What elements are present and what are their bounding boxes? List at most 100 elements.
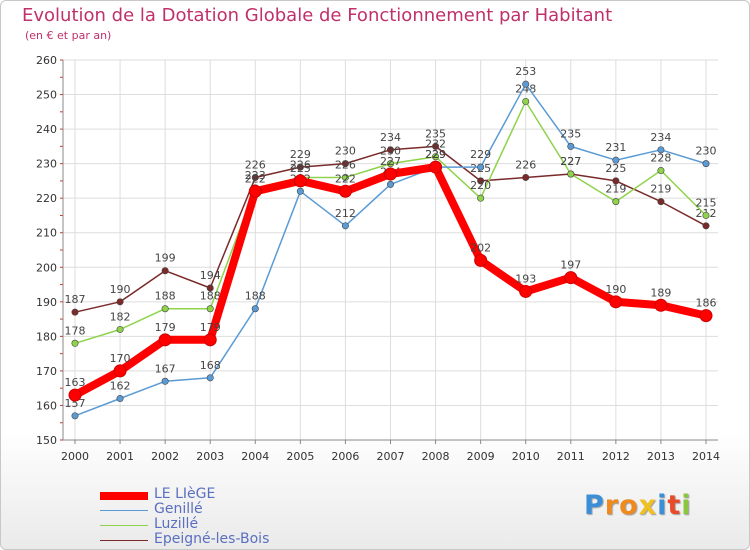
- logo-letter: i: [657, 490, 668, 521]
- legend-label-epeigne-les-bois: Epeigné-les-Bois: [154, 531, 270, 547]
- data-label-le-liege: 202: [470, 241, 491, 254]
- data-point-luzille: [612, 198, 620, 206]
- x-tick-label: 2013: [647, 450, 675, 463]
- data-point-epeigne-les-bois: [251, 173, 259, 181]
- data-label-epeigne-les-bois: 225: [605, 162, 626, 175]
- y-tick-label: 190: [36, 296, 57, 309]
- legend-label-luzille: Luzillé: [154, 516, 199, 532]
- data-point-genille: [657, 146, 665, 154]
- data-point-le-liege: [654, 298, 668, 312]
- logo-letter: r: [604, 490, 620, 521]
- data-point-le-liege: [113, 364, 127, 378]
- data-point-genille: [161, 377, 169, 385]
- x-tick-label: 2001: [106, 450, 134, 463]
- y-tick-label: 210: [36, 227, 57, 240]
- x-tick-label: 2010: [512, 450, 540, 463]
- data-label-le-liege: 190: [605, 283, 626, 296]
- data-point-epeigne-les-bois: [386, 146, 394, 154]
- y-tick-label: 150: [36, 434, 57, 447]
- data-point-genille: [296, 187, 304, 195]
- data-point-genille: [522, 80, 530, 88]
- data-point-le-liege: [384, 167, 397, 181]
- x-tick-label: 2011: [557, 450, 585, 463]
- data-label-luzille: 226: [335, 158, 356, 171]
- y-tick-label: 250: [36, 89, 57, 102]
- x-tick-label: 2004: [241, 450, 269, 463]
- data-label-genille: 212: [335, 207, 356, 220]
- data-point-luzille: [567, 170, 575, 178]
- y-tick-label: 180: [36, 330, 57, 343]
- y-tick-label: 240: [36, 123, 57, 136]
- data-point-le-liege: [609, 295, 623, 309]
- data-label-luzille: 188: [155, 290, 176, 303]
- logo-letter: P: [584, 490, 605, 521]
- data-point-le-liege: [564, 271, 578, 285]
- data-label-le-liege: 163: [65, 376, 86, 389]
- data-point-genille: [206, 374, 214, 382]
- data-point-luzille: [657, 167, 665, 175]
- data-label-luzille: 215: [696, 196, 717, 209]
- data-label-le-liege: 197: [560, 259, 581, 272]
- data-label-genille: 235: [560, 127, 581, 140]
- x-tick-label: 2005: [286, 450, 314, 463]
- data-point-genille: [702, 160, 710, 168]
- data-point-luzille: [206, 305, 214, 313]
- x-tick-label: 2006: [331, 450, 359, 463]
- data-label-epeigne-les-bois: 219: [650, 183, 671, 196]
- data-point-epeigne-les-bois: [341, 160, 349, 168]
- data-label-le-liege: 229: [425, 148, 446, 161]
- y-tick-label: 230: [36, 158, 57, 171]
- data-label-genille: 162: [110, 380, 131, 393]
- data-label-genille: 229: [425, 148, 446, 161]
- logo-letter: i: [681, 490, 692, 521]
- data-label-luzille: 230: [380, 145, 401, 158]
- data-point-luzille: [386, 160, 394, 168]
- data-label-genille: 229: [470, 148, 491, 161]
- data-point-epeigne-les-bois: [477, 177, 485, 185]
- data-label-epeigne-les-bois: 226: [245, 158, 266, 171]
- data-point-genille: [71, 412, 79, 420]
- data-label-luzille: 219: [605, 183, 626, 196]
- data-point-luzille: [116, 325, 124, 333]
- data-label-genille: 231: [605, 141, 626, 154]
- data-label-luzille: 178: [65, 324, 86, 337]
- data-label-genille: 188: [245, 290, 266, 303]
- data-point-epeigne-les-bois: [71, 308, 79, 316]
- data-point-luzille: [477, 194, 485, 202]
- data-label-epeigne-les-bois: 226: [515, 158, 536, 171]
- data-point-le-liege: [699, 309, 713, 323]
- data-point-epeigne-les-bois: [657, 198, 665, 206]
- data-label-luzille: 226: [290, 158, 311, 171]
- x-tick-label: 2003: [196, 450, 224, 463]
- y-tick-label: 200: [36, 261, 57, 274]
- data-label-genille: 230: [696, 145, 717, 158]
- chart-title: Evolution de la Dotation Globale de Fonc…: [22, 5, 613, 26]
- data-label-epeigne-les-bois: 190: [110, 283, 131, 296]
- data-label-le-liege: 186: [696, 297, 717, 310]
- data-label-luzille: 232: [425, 138, 446, 151]
- data-label-genille: 253: [515, 65, 536, 78]
- data-label-le-liege: 179: [200, 321, 221, 334]
- data-label-luzille: 188: [200, 290, 221, 303]
- data-label-luzille: 228: [650, 152, 671, 165]
- data-label-luzille: 223: [245, 169, 266, 182]
- data-label-genille: 234: [650, 131, 671, 144]
- data-label-le-liege: 170: [110, 352, 131, 365]
- data-label-epeigne-les-bois: 199: [155, 252, 176, 265]
- data-label-epeigne-les-bois: 194: [200, 269, 221, 282]
- x-tick-label: 2002: [151, 450, 179, 463]
- data-label-le-liege: 225: [290, 162, 311, 175]
- data-label-le-liege: 179: [155, 321, 176, 334]
- proxiti-logo: Proxiti: [584, 490, 692, 521]
- data-point-epeigne-les-bois: [116, 298, 124, 306]
- data-label-luzille: 182: [110, 310, 131, 323]
- data-point-le-liege: [248, 184, 262, 198]
- data-point-genille: [612, 156, 620, 164]
- data-point-luzille: [161, 305, 169, 313]
- data-label-genille: 157: [65, 397, 86, 410]
- data-point-epeigne-les-bois: [522, 173, 530, 181]
- data-point-le-liege: [158, 333, 172, 347]
- data-point-genille: [116, 395, 124, 403]
- logo-letter: x: [638, 490, 658, 521]
